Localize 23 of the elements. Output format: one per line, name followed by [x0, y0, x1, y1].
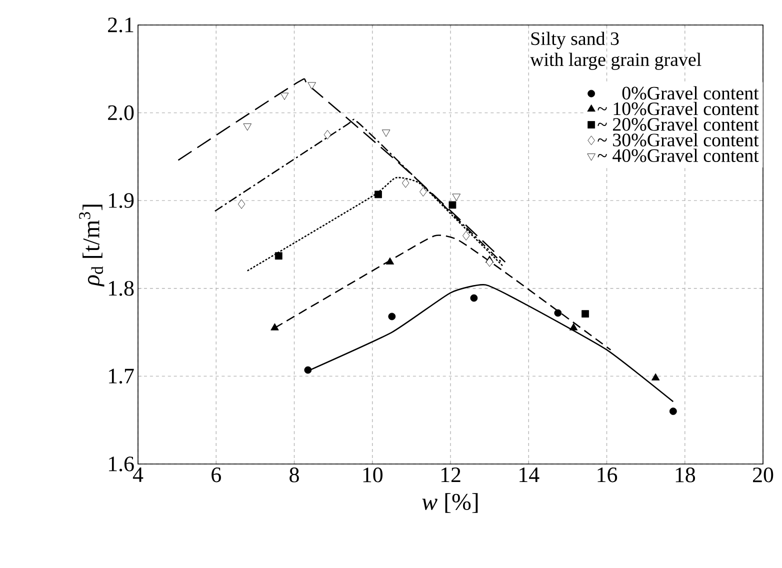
x-tick-label: 14: [520, 468, 540, 482]
x-tick-label: 18: [676, 468, 696, 482]
y-axis-title: ρ$_{d}$ [t/m$^{3}$]: [79, 204, 104, 287]
legend-label: ~ 30%Gravel content: [598, 133, 759, 146]
legend-label: 0%Gravel content: [622, 86, 759, 100]
legend-label: ~ 10%Gravel content: [598, 102, 759, 116]
x-axis-title: w [%]: [422, 493, 478, 513]
x-tick-label: 20: [753, 468, 774, 482]
x-tick-label: 10: [363, 468, 383, 482]
x-tick-label: 16: [598, 468, 618, 482]
legend-label: ~ 40%Gravel content: [598, 148, 759, 162]
x-tick-label: 8: [290, 468, 299, 482]
x-tick-label: 6: [212, 468, 221, 482]
legend-label: ~ 20%Gravel content: [598, 117, 759, 131]
x-tick-label: 4: [132, 468, 144, 482]
x-tick-label: 12: [441, 468, 460, 482]
y-tick-label: 1.8: [109, 280, 134, 296]
y-tick-label: 2.0: [108, 105, 134, 120]
legend-title: Silty sand 3 with large grain gravel: [530, 32, 702, 70]
y-tick-label: 1.6: [109, 456, 134, 472]
y-tick-label: 2.1: [108, 18, 134, 32]
y-tick-label: 1.7: [109, 368, 134, 384]
y-tick-label: 1.9: [109, 193, 134, 208]
